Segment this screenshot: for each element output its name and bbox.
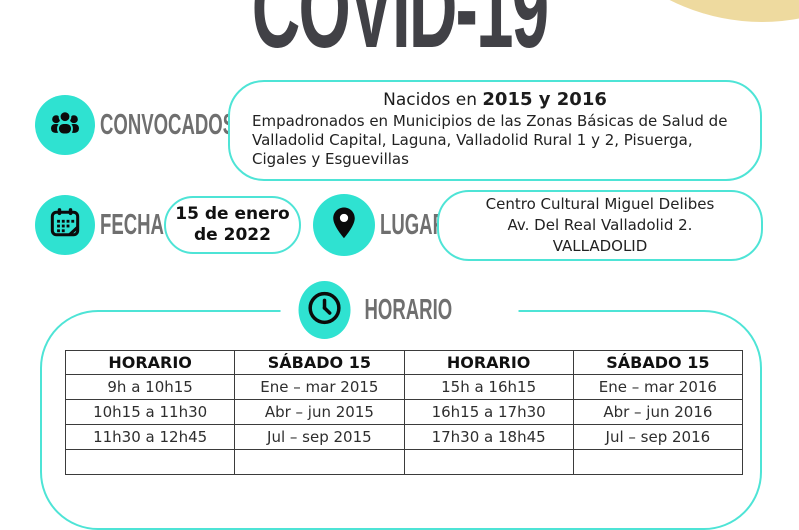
table-row: 9h a 10h15 Ene – mar 2015 15h a 16h15 En… xyxy=(64,374,744,400)
fecha-value-line2: de 2022 xyxy=(194,225,271,245)
cell-time: 15h a 16h15 xyxy=(403,374,574,400)
cell-time: 17h30 a 18h45 xyxy=(403,424,574,450)
lugar-address: Centro Cultural Miguel Delibes Av. Del R… xyxy=(486,194,715,258)
lugar-line3: VALLADOLID xyxy=(552,237,648,256)
convocados-label: CONVOCADOS xyxy=(100,109,236,141)
cell-time: 10h15 a 11h30 xyxy=(64,399,236,425)
page-title: COVID-19 xyxy=(251,0,549,71)
col-header-horario-2: HORARIO xyxy=(403,350,574,375)
cell-cohort: Jul – sep 2016 xyxy=(572,424,744,450)
lugar-icon-circle xyxy=(313,194,375,256)
fecha-value-line1: 15 de enero xyxy=(175,203,290,224)
lugar-line1: Centro Cultural Miguel Delibes xyxy=(485,194,715,213)
people-group-icon xyxy=(46,104,84,146)
col-header-sabado-1: SÁBADO 15 xyxy=(234,350,405,375)
convocados-box-title: Nacidos en 2015 y 2016 xyxy=(252,89,738,110)
calendar-icon xyxy=(46,204,84,246)
table-row: 11h30 a 12h45 Jul – sep 2015 17h30 a 18h… xyxy=(64,424,744,450)
convocados-box: Nacidos en 2015 y 2016 Empadronados en M… xyxy=(228,80,762,181)
fecha-icon-circle xyxy=(35,195,95,255)
cell-cohort: Ene – mar 2016 xyxy=(572,374,744,400)
fecha-value: 15 de enero de 2022 xyxy=(175,204,289,247)
schedule-table: HORARIO SÁBADO 15 HORARIO SÁBADO 15 9h a… xyxy=(64,350,744,475)
convocados-box-body: Empadronados en Municipios de las Zonas … xyxy=(252,112,728,169)
map-pin-icon xyxy=(325,204,363,246)
cell-time: 9h a 10h15 xyxy=(64,374,236,400)
cell-cohort: Jul – sep 2015 xyxy=(234,424,405,450)
lugar-box: Centro Cultural Miguel Delibes Av. Del R… xyxy=(437,190,763,261)
fecha-label: FECHA xyxy=(100,209,164,241)
cell-time: 11h30 a 12h45 xyxy=(64,424,236,450)
table-row xyxy=(64,449,744,475)
cell-cohort xyxy=(572,449,744,475)
cell-cohort: Ene – mar 2015 xyxy=(234,374,405,400)
lugar-label: LUGAR xyxy=(380,209,446,241)
table-row: 10h15 a 11h30 Abr – jun 2015 16h15 a 17h… xyxy=(64,399,744,425)
horario-icon-circle xyxy=(298,281,351,339)
table-header-row: HORARIO SÁBADO 15 HORARIO SÁBADO 15 xyxy=(64,350,744,375)
cell-time: 16h15 a 17h30 xyxy=(403,399,574,425)
cell-cohort: Abr – jun 2015 xyxy=(234,399,405,425)
cell-cohort xyxy=(234,449,405,475)
horario-header: HORARIO xyxy=(280,281,519,339)
convocados-icon-circle xyxy=(35,95,95,155)
convocados-title-years: 2015 y 2016 xyxy=(482,89,607,110)
cell-time xyxy=(64,449,236,475)
col-header-sabado-2: SÁBADO 15 xyxy=(572,350,744,375)
clock-icon xyxy=(304,288,344,332)
cell-time xyxy=(403,449,574,475)
cell-cohort: Abr – jun 2016 xyxy=(572,399,744,425)
col-header-horario-1: HORARIO xyxy=(64,350,236,375)
fecha-value-pill: 15 de enero de 2022 xyxy=(164,196,301,254)
lugar-line2: Av. Del Real Valladolid 2. xyxy=(507,215,693,234)
horario-label: HORARIO xyxy=(364,293,452,326)
convocados-title-prefix: Nacidos en xyxy=(383,90,483,110)
